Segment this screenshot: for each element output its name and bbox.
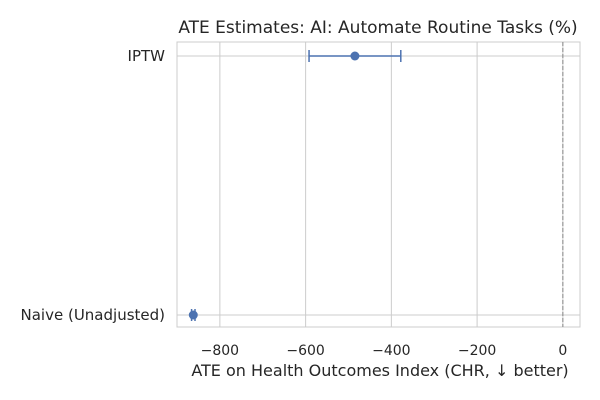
x-tick-label: −400 — [372, 343, 410, 359]
markers — [188, 50, 402, 321]
estimate-point — [350, 51, 360, 61]
chart-title: ATE Estimates: AI: Automate Routine Task… — [178, 18, 577, 38]
x-tick-label: −200 — [458, 343, 496, 359]
x-axis-label: ATE on Health Outcomes Index (CHR, ↓ bet… — [191, 361, 568, 380]
y-tick-labels: IPTW Naive (Unadjusted) — [21, 47, 166, 324]
plot-frame — [176, 41, 581, 328]
x-tick-labels: −800 −600 −400 −200 0 — [201, 343, 568, 359]
x-tick-label: −800 — [201, 343, 239, 359]
estimate-point — [188, 310, 198, 320]
y-tick-label: IPTW — [128, 47, 166, 65]
x-tick-label: −600 — [286, 343, 324, 359]
x-tick-label: 0 — [558, 343, 567, 359]
y-tick-label: Naive (Unadjusted) — [21, 306, 165, 324]
